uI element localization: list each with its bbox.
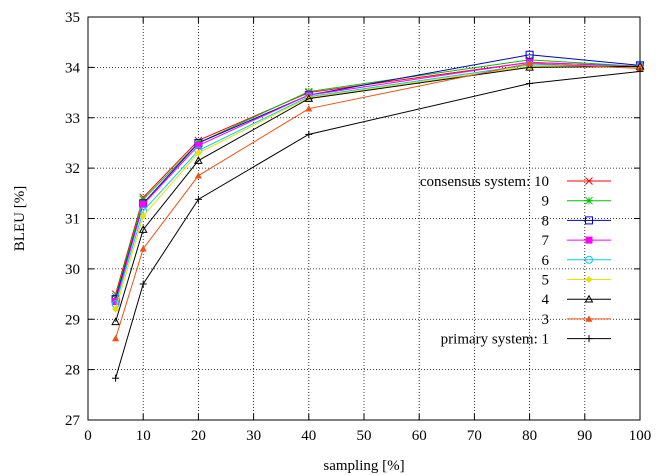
diamond-marker xyxy=(585,276,593,283)
x-tick-label: 30 xyxy=(246,428,261,444)
x-tick-label: 20 xyxy=(191,428,206,444)
plus-marker xyxy=(305,130,313,138)
series-line xyxy=(115,59,641,297)
triangle-marker xyxy=(194,172,202,179)
triangle-marker xyxy=(194,156,203,164)
x-tick-label: 70 xyxy=(467,428,482,444)
square-marker xyxy=(525,50,534,59)
y-tick-label: 33 xyxy=(65,111,80,127)
triangle-marker xyxy=(585,315,593,322)
legend-label: primary system: 1 xyxy=(441,332,549,348)
legend-item: 6 xyxy=(542,253,611,269)
triangle-marker xyxy=(139,245,147,252)
legend-label: 5 xyxy=(542,273,550,289)
x-tick-label: 40 xyxy=(301,428,316,444)
square-marker xyxy=(139,200,147,208)
triangle-marker xyxy=(138,225,148,233)
y-tick-label: 31 xyxy=(65,212,80,228)
legend-item: primary system: 1 xyxy=(441,332,611,348)
y-tick-label: 29 xyxy=(65,312,80,328)
x-axis-title: sampling [%] xyxy=(323,458,404,474)
circle-marker xyxy=(585,255,593,264)
triangle-marker xyxy=(112,334,120,342)
series-4 xyxy=(111,60,644,309)
y-tick-label: 30 xyxy=(65,262,80,278)
series-line xyxy=(115,65,641,310)
diamond-marker xyxy=(112,305,120,313)
y-tick-label: 28 xyxy=(65,363,80,379)
series-line xyxy=(115,61,641,302)
y-axis-title: BLEU [%] xyxy=(12,186,28,251)
series-7 xyxy=(112,59,644,342)
plus-marker xyxy=(636,67,644,75)
x-tick-label: 50 xyxy=(357,428,372,444)
legend-label: 9 xyxy=(542,194,550,210)
x-marker xyxy=(585,177,593,185)
series-5 xyxy=(112,62,644,313)
diamond-marker xyxy=(139,212,147,220)
x-tick-label: 60 xyxy=(412,428,427,444)
plus-marker xyxy=(112,374,120,382)
x-tick-label: 100 xyxy=(629,428,652,444)
triangle-marker xyxy=(305,105,313,112)
square-marker xyxy=(194,141,202,149)
y-tick-label: 34 xyxy=(65,60,81,76)
square-marker xyxy=(112,298,120,306)
star-marker xyxy=(585,196,593,205)
series-6 xyxy=(111,61,645,326)
y-tick-label: 32 xyxy=(65,161,80,177)
series-line xyxy=(115,65,641,322)
x-tick-label: 10 xyxy=(136,428,151,444)
series-line xyxy=(115,64,641,305)
triangle-marker xyxy=(526,59,534,67)
triangle-marker xyxy=(525,62,534,71)
x-tick-label: 90 xyxy=(577,428,592,444)
plus-marker xyxy=(585,335,593,343)
legend-item: 7 xyxy=(542,233,611,249)
series-8 xyxy=(112,67,644,382)
series-line xyxy=(115,61,641,295)
series-1 xyxy=(111,55,644,301)
square-marker xyxy=(585,236,593,244)
legend-label: consensus system: 10 xyxy=(420,174,549,190)
legend-item: 5 xyxy=(542,273,611,289)
series-3 xyxy=(112,58,644,306)
legend-item: consensus system: 10 xyxy=(420,174,611,190)
plus-marker xyxy=(526,79,534,87)
legend-item: 9 xyxy=(542,194,611,210)
legend-item: 4 xyxy=(542,292,611,308)
y-tick-label: 27 xyxy=(65,413,81,429)
legend: consensus system: 10 9 8 7 6 5 4 3 primary syste… xyxy=(420,174,611,348)
triangle-marker xyxy=(111,317,120,326)
triangle-marker xyxy=(584,294,594,303)
legend-label: 7 xyxy=(542,233,550,249)
x-tick-label: 0 xyxy=(84,428,92,444)
series-line xyxy=(115,70,641,379)
plus-marker xyxy=(139,280,147,288)
grid xyxy=(88,17,640,420)
legend-label: 3 xyxy=(542,312,550,328)
square-marker xyxy=(585,216,593,225)
legend-label: 8 xyxy=(542,213,550,229)
legend-label: 6 xyxy=(542,253,550,269)
legend-item: 3 xyxy=(542,312,611,328)
series-line xyxy=(115,62,641,339)
diamond-marker xyxy=(194,149,202,157)
plus-marker xyxy=(194,195,202,203)
triangle-marker xyxy=(304,94,314,102)
x-tick-label: 80 xyxy=(522,428,537,444)
series xyxy=(111,50,645,382)
legend-label: 4 xyxy=(542,292,550,308)
y-tick-label: 35 xyxy=(65,10,80,26)
series-line xyxy=(115,54,641,300)
legend-item: 8 xyxy=(542,213,611,229)
